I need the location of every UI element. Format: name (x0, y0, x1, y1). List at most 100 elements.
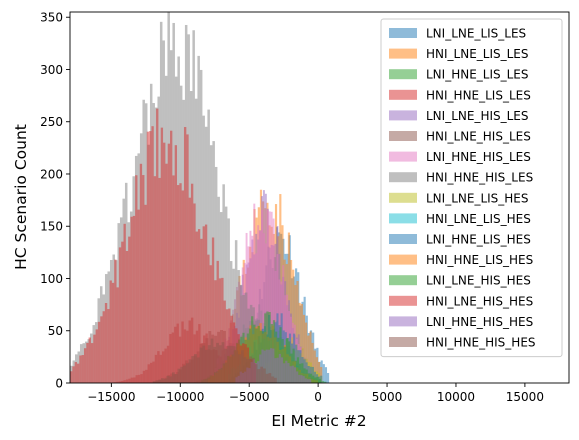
legend-swatch (389, 172, 417, 183)
y-tick-label: 200 (40, 167, 63, 181)
histogram-bar (305, 322, 308, 383)
y-tick-label: 150 (40, 220, 63, 234)
histogram-bar (204, 224, 208, 383)
histogram-bar (209, 145, 213, 383)
histogram-bar (285, 338, 289, 383)
histogram-bar (257, 369, 261, 383)
histogram-bar (268, 373, 272, 383)
y-tick-label: 50 (48, 324, 63, 338)
histogram-bar (153, 176, 157, 383)
legend-swatch (389, 28, 417, 38)
histogram-bar (205, 349, 208, 383)
histogram-bar (121, 241, 124, 383)
histogram-bar (251, 316, 254, 383)
legend-swatch (389, 89, 417, 100)
histogram-bar (218, 345, 222, 383)
histogram-bar (272, 218, 275, 383)
histogram-bar (320, 367, 323, 383)
histogram-bar (128, 236, 131, 383)
histogram-bar (158, 379, 161, 383)
histogram-bar (104, 303, 108, 383)
histogram-bar (268, 312, 271, 383)
histogram-bar (237, 270, 240, 383)
histogram-bar (183, 365, 186, 383)
histogram-bar (135, 175, 138, 383)
histogram-bar (253, 324, 256, 383)
histogram-bar (146, 131, 150, 383)
histogram-bar (289, 366, 292, 383)
histogram-bar (79, 355, 82, 383)
x-tick-label: 10000 (437, 390, 475, 404)
histogram-bar (186, 134, 189, 383)
histogram-bar (160, 127, 164, 383)
histogram-bar (238, 354, 241, 383)
histogram-bar (266, 311, 269, 383)
histogram-bar (324, 367, 328, 383)
histogram-bar (102, 311, 105, 383)
legend-swatch (389, 48, 417, 59)
histogram-bar (302, 314, 306, 383)
histogram-bar (174, 145, 178, 383)
histogram-bar (90, 343, 94, 383)
histogram-bar (216, 260, 219, 383)
legend: LNI_LNE_LIS_LES HNI_LNE_LIS_LES LNI_HNE_LI… (380, 18, 563, 358)
histogram-bar (259, 230, 262, 383)
histogram-bar (202, 226, 205, 383)
histogram-bar (232, 346, 236, 383)
legend-label: HNI_LNE_LIS_HES (426, 212, 531, 226)
histogram-bar (261, 209, 263, 383)
histogram-bar (274, 358, 277, 383)
histogram-bar (200, 238, 203, 383)
histogram-bar (314, 377, 317, 383)
legend-label: LNI_HNE_HIS_HES (426, 315, 533, 329)
histogram-bar (158, 177, 161, 383)
histogram-bar (227, 345, 230, 383)
histogram-bar (210, 338, 214, 383)
histogram-bar (114, 259, 117, 383)
histogram-bar (125, 250, 129, 383)
histogram-bar (265, 349, 268, 383)
histogram-bar (111, 282, 115, 383)
histogram-bar (283, 363, 286, 383)
histogram-bar (181, 190, 184, 383)
histogram-bar (309, 373, 313, 383)
plot-frame (69, 11, 570, 384)
y-tick-label: 300 (40, 63, 63, 77)
histogram-bar (81, 355, 84, 383)
legend-label: LNI_HNE_LIS_LES (426, 68, 529, 82)
histogram-bar (86, 342, 89, 383)
histogram-bar (70, 371, 73, 383)
histogram-bar (95, 329, 98, 383)
histogram-bar (180, 366, 184, 383)
histogram-bar (188, 359, 192, 383)
histogram-bar (309, 379, 312, 383)
y-tick-label: 0 (55, 376, 63, 390)
histogram-bar (246, 358, 250, 383)
histogram-bar (311, 342, 314, 383)
histogram-bar (306, 379, 310, 383)
histogram-bar (262, 368, 266, 383)
histogram-bar (223, 300, 226, 383)
histogram-bar (221, 277, 224, 383)
histogram-bar (288, 341, 291, 383)
histogram-bar (139, 163, 143, 383)
histogram-bar (97, 321, 101, 383)
x-tick-label: −10000 (156, 390, 204, 404)
histogram-bar (235, 350, 239, 383)
histogram-bar (327, 373, 330, 383)
histogram-bar (156, 108, 159, 383)
histogram-bar (214, 166, 218, 383)
x-tick-label: −15000 (87, 390, 135, 404)
histogram-bar (169, 376, 173, 383)
histogram-bar (313, 371, 316, 383)
x-tick-label: 15000 (506, 390, 544, 404)
legend-label: HNI_LNE_HIS_HES (426, 294, 533, 308)
histogram-bar (243, 357, 247, 383)
histogram-bar (299, 363, 302, 383)
legend-label: LNI_LNE_HIS_LES (426, 109, 529, 123)
series-HNI_HNE_HIS_HES (152, 338, 277, 383)
histogram-bar (311, 366, 314, 383)
histogram-bar (255, 328, 258, 383)
y-tick-label: 100 (40, 272, 63, 286)
